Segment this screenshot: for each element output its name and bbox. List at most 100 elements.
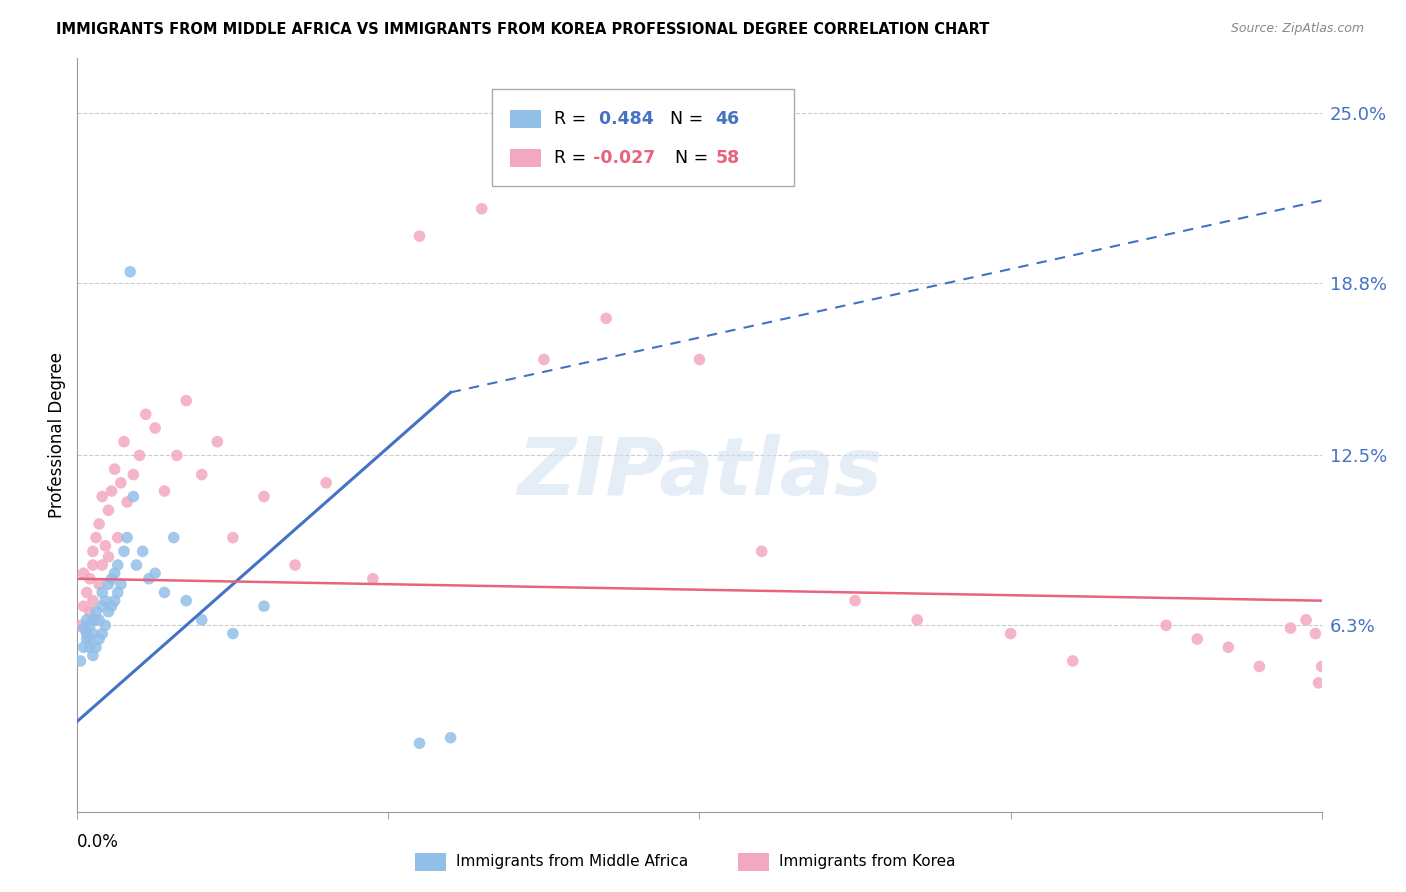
Point (84, 531, 107, 545)
Point (79, 572, 101, 586)
Point (207, 434, 229, 449)
Point (110, 577, 132, 591)
Point (222, 531, 245, 545)
Point (222, 626, 245, 640)
Point (82, 593, 104, 607)
Point (112, 544, 135, 558)
Point (689, 352, 711, 367)
Point (82, 613, 104, 627)
Point (284, 558, 307, 572)
Point (100, 572, 122, 586)
Point (100, 599, 122, 614)
Point (143, 421, 166, 435)
Point (163, 531, 186, 545)
Point (82, 648, 104, 663)
Point (104, 566, 127, 581)
Point (72, 599, 94, 614)
Point (69, 654, 91, 668)
Point (844, 593, 866, 607)
Text: IMMIGRANTS FROM MIDDLE AFRICA VS IMMIGRANTS FROM KOREA PROFESSIONAL DEGREE CORRE: IMMIGRANTS FROM MIDDLE AFRICA VS IMMIGRA… (56, 22, 990, 37)
Point (174, 393, 197, 408)
Point (84, 640, 107, 655)
Point (533, 352, 555, 367)
Point (79, 605, 101, 619)
Point (125, 558, 148, 572)
Point (79, 640, 101, 655)
Point (112, 434, 135, 449)
Point (408, 736, 430, 750)
Point (1279, 621, 1302, 635)
Point (76, 632, 98, 646)
Point (1310, 659, 1333, 673)
Point (1308, 676, 1330, 690)
Point (72, 566, 94, 581)
Point (97, 503, 120, 517)
Point (191, 467, 214, 482)
Point (91, 599, 114, 614)
Point (253, 490, 276, 504)
Point (1154, 618, 1177, 632)
Text: -0.027: -0.027 (593, 149, 655, 167)
Point (94, 593, 117, 607)
Point (82, 544, 104, 558)
Point (1187, 632, 1209, 646)
Point (166, 449, 188, 463)
Point (104, 593, 127, 607)
Point (1305, 626, 1327, 640)
Text: R =: R = (554, 149, 592, 167)
Point (94, 618, 117, 632)
Point (315, 475, 337, 490)
Text: R =: R = (554, 110, 592, 128)
Point (107, 558, 129, 572)
Point (72, 640, 94, 655)
Point (138, 572, 160, 586)
Point (905, 613, 928, 627)
Point (751, 544, 773, 558)
Point (87, 632, 110, 646)
Point (76, 613, 98, 627)
Point (115, 495, 138, 509)
Text: 0.484: 0.484 (593, 110, 654, 128)
Point (191, 613, 214, 627)
Point (87, 613, 110, 627)
Point (115, 531, 138, 545)
Point (84, 613, 107, 627)
Point (1062, 654, 1084, 668)
Point (97, 577, 120, 591)
Point (595, 311, 617, 326)
Point (97, 549, 120, 564)
Point (94, 539, 117, 553)
Text: Immigrants from Middle Africa: Immigrants from Middle Africa (456, 855, 688, 869)
Point (122, 490, 145, 504)
Point (82, 558, 104, 572)
Point (361, 572, 384, 586)
Point (120, 265, 142, 279)
Point (110, 475, 132, 490)
Point (1249, 659, 1271, 673)
Text: Source: ZipAtlas.com: Source: ZipAtlas.com (1230, 22, 1364, 36)
Point (143, 566, 166, 581)
Point (100, 483, 122, 498)
Text: 0.0%: 0.0% (77, 833, 120, 851)
Point (1295, 613, 1317, 627)
Point (76, 585, 98, 599)
Point (131, 544, 153, 558)
Point (253, 599, 276, 614)
Point (76, 626, 98, 640)
Point (1218, 640, 1240, 655)
Point (1000, 626, 1022, 640)
Point (408, 229, 430, 244)
Point (69, 618, 91, 632)
Text: N =: N = (664, 149, 713, 167)
Point (91, 490, 114, 504)
Point (91, 558, 114, 572)
Point (79, 632, 101, 646)
Point (84, 605, 107, 619)
Point (97, 605, 120, 619)
Point (107, 531, 129, 545)
Point (174, 593, 197, 607)
Point (135, 407, 157, 421)
Point (76, 626, 98, 640)
Point (91, 626, 114, 640)
Point (82, 626, 104, 640)
